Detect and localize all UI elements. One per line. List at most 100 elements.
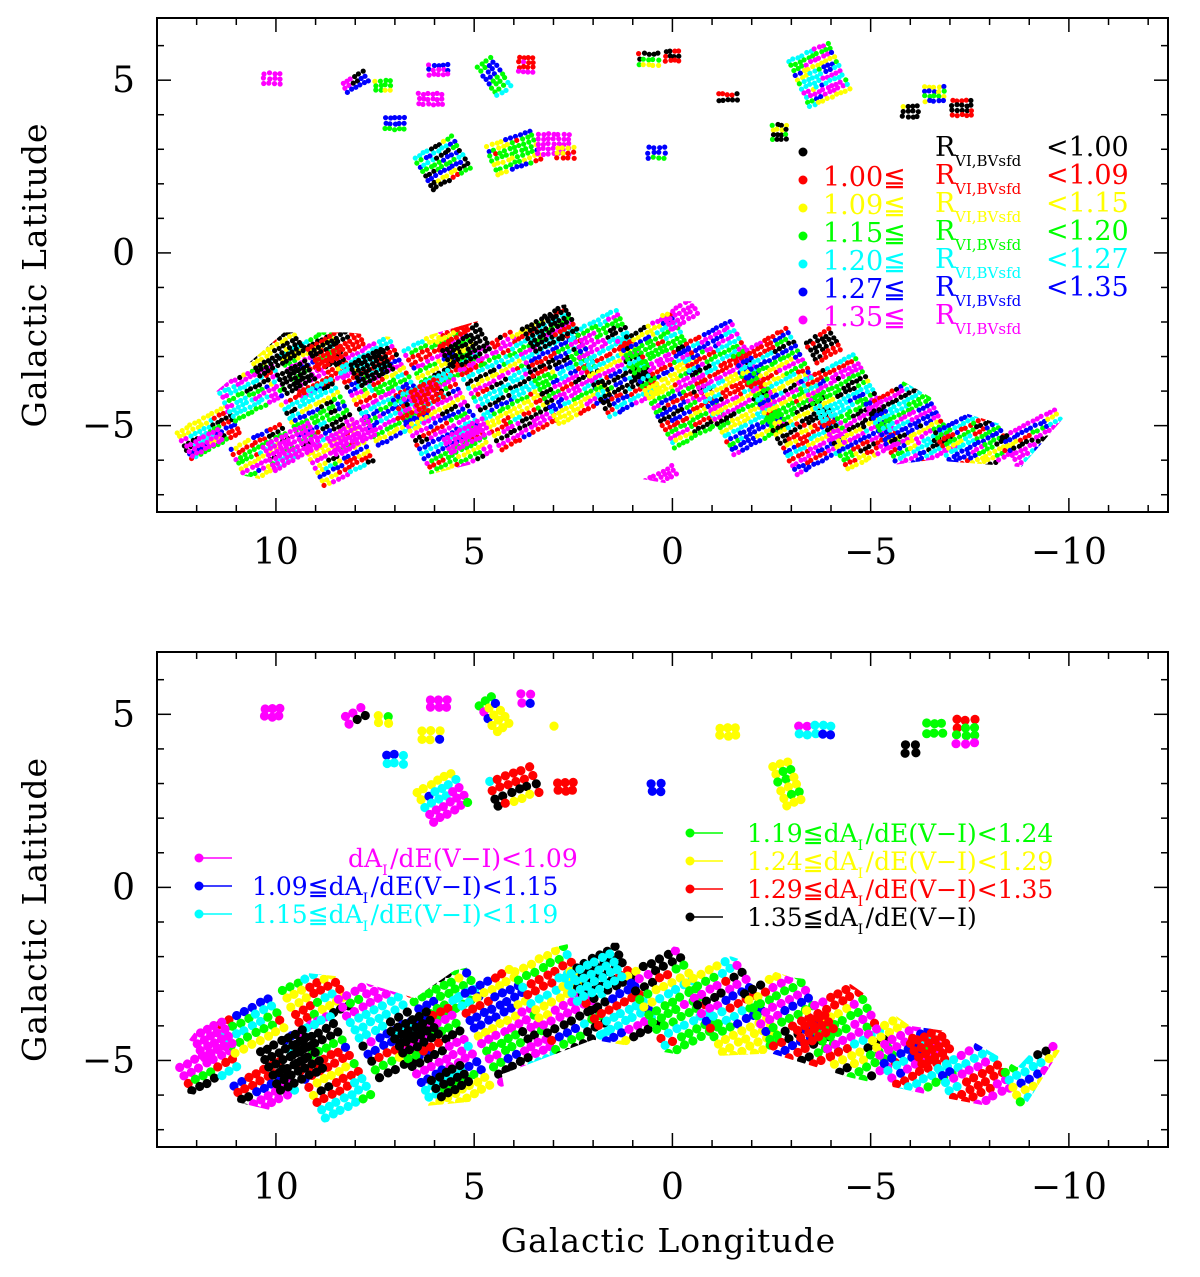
data-point (254, 433, 261, 439)
data-point (550, 145, 556, 151)
data-point (437, 169, 444, 176)
data-point (716, 98, 722, 104)
data-point (221, 421, 227, 427)
data-point (323, 389, 329, 396)
data-point (778, 136, 784, 142)
data-point (238, 408, 244, 414)
data-point (489, 158, 495, 164)
field-tile (922, 83, 947, 105)
data-point (769, 122, 775, 128)
data-point (545, 146, 551, 152)
data-point (396, 126, 403, 132)
data-point (829, 94, 835, 100)
data-point (324, 424, 330, 430)
data-point (839, 72, 845, 78)
data-point (922, 84, 928, 90)
data-point (331, 396, 338, 402)
data-point (529, 148, 535, 154)
data-point (441, 66, 447, 73)
data-point (968, 97, 974, 104)
data-point (922, 93, 928, 99)
data-point (530, 69, 536, 75)
data-point (936, 84, 943, 90)
data-point (827, 45, 833, 51)
data-point (261, 390, 267, 396)
data-point (420, 168, 426, 174)
data-point (486, 148, 492, 155)
data-point (646, 57, 652, 63)
data-point (426, 62, 432, 68)
data-point (431, 179, 437, 186)
data-point (342, 414, 348, 420)
data-point (525, 69, 531, 75)
data-point (474, 64, 480, 70)
data-point (254, 377, 260, 384)
data-point (837, 79, 843, 85)
data-point (247, 404, 253, 410)
data-point (227, 409, 233, 415)
data-point (526, 139, 532, 145)
data-point (446, 177, 452, 184)
data-point (230, 395, 237, 402)
data-point (801, 90, 807, 96)
data-point (258, 404, 264, 410)
data-point (310, 397, 316, 403)
data-point (278, 402, 284, 408)
data-point (309, 386, 315, 392)
data-point (387, 125, 393, 131)
field-tile (372, 77, 394, 93)
data-point (656, 149, 662, 155)
data-point (818, 94, 824, 100)
data-point (480, 73, 486, 79)
data-point (770, 132, 777, 138)
data-point (555, 145, 561, 151)
data-point (807, 70, 813, 76)
data-point (914, 113, 920, 120)
data-point (490, 59, 496, 65)
data-point (417, 153, 423, 159)
data-point (237, 385, 243, 391)
data-point (729, 97, 736, 103)
data-point (655, 50, 661, 56)
data-point (836, 62, 842, 69)
data-point (335, 413, 341, 419)
data-point (192, 430, 198, 437)
data-point (501, 148, 507, 154)
data-point (252, 459, 258, 465)
data-point (949, 103, 955, 109)
data-point (968, 112, 974, 118)
data-point (803, 62, 809, 68)
data-point (256, 444, 262, 450)
data-point (954, 98, 960, 104)
data-point (535, 141, 541, 148)
data-point (447, 141, 454, 147)
data-point (275, 429, 281, 435)
data-point (254, 462, 260, 469)
data-point (769, 136, 776, 142)
data-point (309, 415, 315, 421)
field-tile (662, 48, 682, 64)
data-point (900, 108, 906, 115)
data-point (810, 63, 816, 70)
data-point (503, 137, 509, 143)
data-point (308, 392, 314, 399)
data-point (508, 83, 514, 89)
data-point (541, 132, 547, 138)
data-point (503, 164, 509, 170)
data-point (797, 70, 803, 76)
data-point (646, 51, 652, 57)
data-point (936, 89, 942, 95)
data-point (941, 88, 947, 94)
data-point (244, 467, 250, 474)
data-point (535, 136, 541, 142)
data-point (546, 131, 552, 137)
data-point (260, 453, 266, 459)
data-point (296, 392, 302, 398)
data-point (431, 168, 437, 174)
data-point (554, 150, 560, 156)
data-point (820, 75, 826, 81)
data-point (439, 91, 445, 98)
data-point (229, 402, 235, 409)
data-point (240, 470, 246, 476)
data-point (964, 112, 970, 119)
